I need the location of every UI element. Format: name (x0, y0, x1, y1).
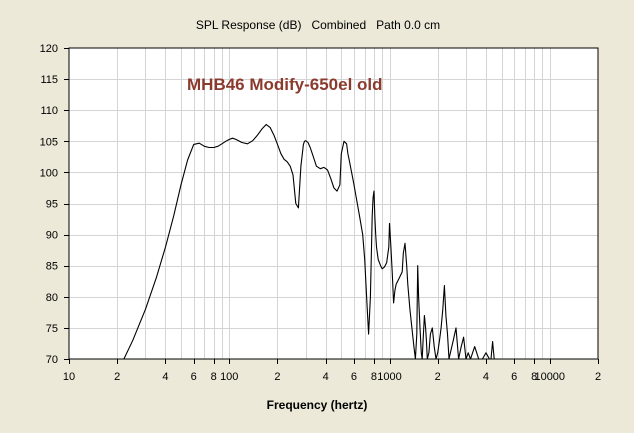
plot-area (69, 48, 598, 359)
x-tick-label: 6 (191, 371, 197, 383)
x-tick-label: 6 (351, 371, 357, 383)
x-tick-label: 6 (511, 371, 517, 383)
y-tick-labels: 70 75 80 85 90 95 100 105 110 115 120 (40, 43, 69, 366)
x-tick-label: 1000 (377, 371, 401, 383)
y-tick-label: 110 (40, 105, 58, 117)
x-tick-label: 10 (63, 371, 75, 383)
x-tick-label: 2 (274, 371, 280, 383)
y-tick-label: 95 (46, 199, 58, 211)
x-tick-label: 8 (371, 371, 377, 383)
x-tick-label: 2 (114, 371, 120, 383)
y-tick-label: 80 (46, 292, 58, 304)
x-tick-label: 2 (435, 371, 441, 383)
x-tick-label: 4 (162, 371, 168, 383)
x-tick-label: 8 (531, 371, 537, 383)
y-tick-label: 105 (40, 136, 58, 148)
y-tick-label: 100 (40, 167, 58, 179)
x-tick-label: 2 (595, 371, 601, 383)
y-tick-label: 85 (46, 261, 58, 273)
y-tick-label: 90 (46, 230, 58, 242)
series-layer (123, 123, 496, 359)
x-tick-label: 10000 (534, 371, 565, 383)
y-tick-label: 115 (40, 74, 58, 86)
x-tick-label: 4 (323, 371, 329, 383)
y-tick-label: 120 (40, 43, 58, 55)
chart-annotation: MHB46 Modify-650el old (187, 75, 383, 94)
x-tick-label: 100 (220, 371, 238, 383)
y-tick-label: 70 (46, 354, 58, 366)
y-tick-label: 75 (46, 323, 58, 335)
x-axis-title: Frequency (hertz) (267, 398, 368, 412)
grid-lines (69, 48, 598, 359)
series-line-0 (123, 123, 496, 359)
plot-frame (68, 47, 599, 360)
chart-title: SPL Response (dB) Combined Path 0.0 cm (196, 18, 440, 32)
x-tick-label: 8 (211, 371, 217, 383)
x-tick-label: 4 (483, 371, 489, 383)
